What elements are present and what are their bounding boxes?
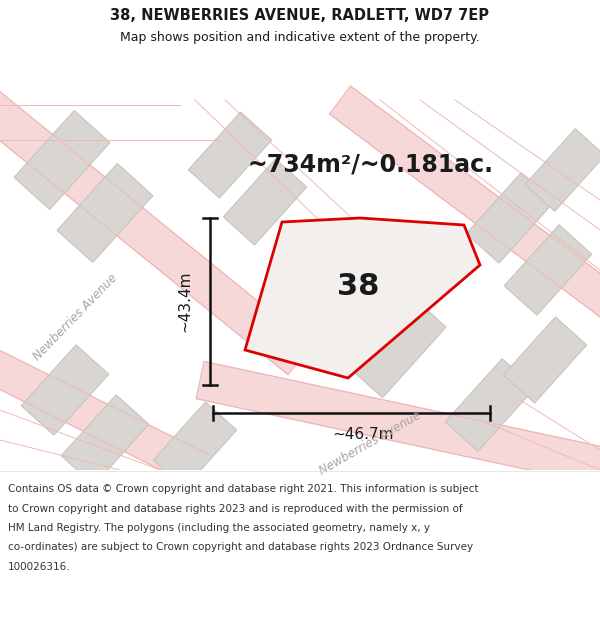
Polygon shape bbox=[525, 129, 600, 211]
Polygon shape bbox=[344, 292, 446, 398]
Text: co-ordinates) are subject to Crown copyright and database rights 2023 Ordnance S: co-ordinates) are subject to Crown copyr… bbox=[8, 542, 473, 552]
Polygon shape bbox=[245, 218, 480, 378]
Polygon shape bbox=[503, 317, 587, 403]
Text: 38: 38 bbox=[337, 272, 379, 301]
Text: Newberries Avenue: Newberries Avenue bbox=[317, 409, 423, 478]
Polygon shape bbox=[153, 402, 237, 488]
Text: 100026316.: 100026316. bbox=[8, 562, 71, 572]
Polygon shape bbox=[21, 345, 109, 435]
Text: ~43.4m: ~43.4m bbox=[178, 271, 193, 332]
Polygon shape bbox=[196, 361, 600, 489]
Text: ~46.7m: ~46.7m bbox=[333, 427, 394, 442]
Text: Contains OS data © Crown copyright and database right 2021. This information is : Contains OS data © Crown copyright and d… bbox=[8, 484, 479, 494]
Polygon shape bbox=[61, 395, 149, 485]
Text: 38, NEWBERRIES AVENUE, RADLETT, WD7 7EP: 38, NEWBERRIES AVENUE, RADLETT, WD7 7EP bbox=[110, 8, 490, 22]
Text: Map shows position and indicative extent of the property.: Map shows position and indicative extent… bbox=[120, 31, 480, 44]
Text: to Crown copyright and database rights 2023 and is reproduced with the permissio: to Crown copyright and database rights 2… bbox=[8, 504, 463, 514]
Polygon shape bbox=[223, 159, 307, 245]
Text: ~734m²/~0.181ac.: ~734m²/~0.181ac. bbox=[247, 153, 493, 177]
Polygon shape bbox=[0, 85, 312, 375]
Polygon shape bbox=[466, 173, 554, 263]
Polygon shape bbox=[445, 359, 535, 451]
Text: Newberries Avenue: Newberries Avenue bbox=[31, 271, 119, 363]
Polygon shape bbox=[188, 112, 272, 198]
Polygon shape bbox=[57, 164, 153, 262]
Polygon shape bbox=[0, 344, 208, 486]
Text: HM Land Registry. The polygons (including the associated geometry, namely x, y: HM Land Registry. The polygons (includin… bbox=[8, 523, 430, 533]
Polygon shape bbox=[329, 86, 600, 324]
Polygon shape bbox=[504, 225, 592, 315]
Polygon shape bbox=[14, 111, 110, 209]
Polygon shape bbox=[309, 245, 411, 351]
